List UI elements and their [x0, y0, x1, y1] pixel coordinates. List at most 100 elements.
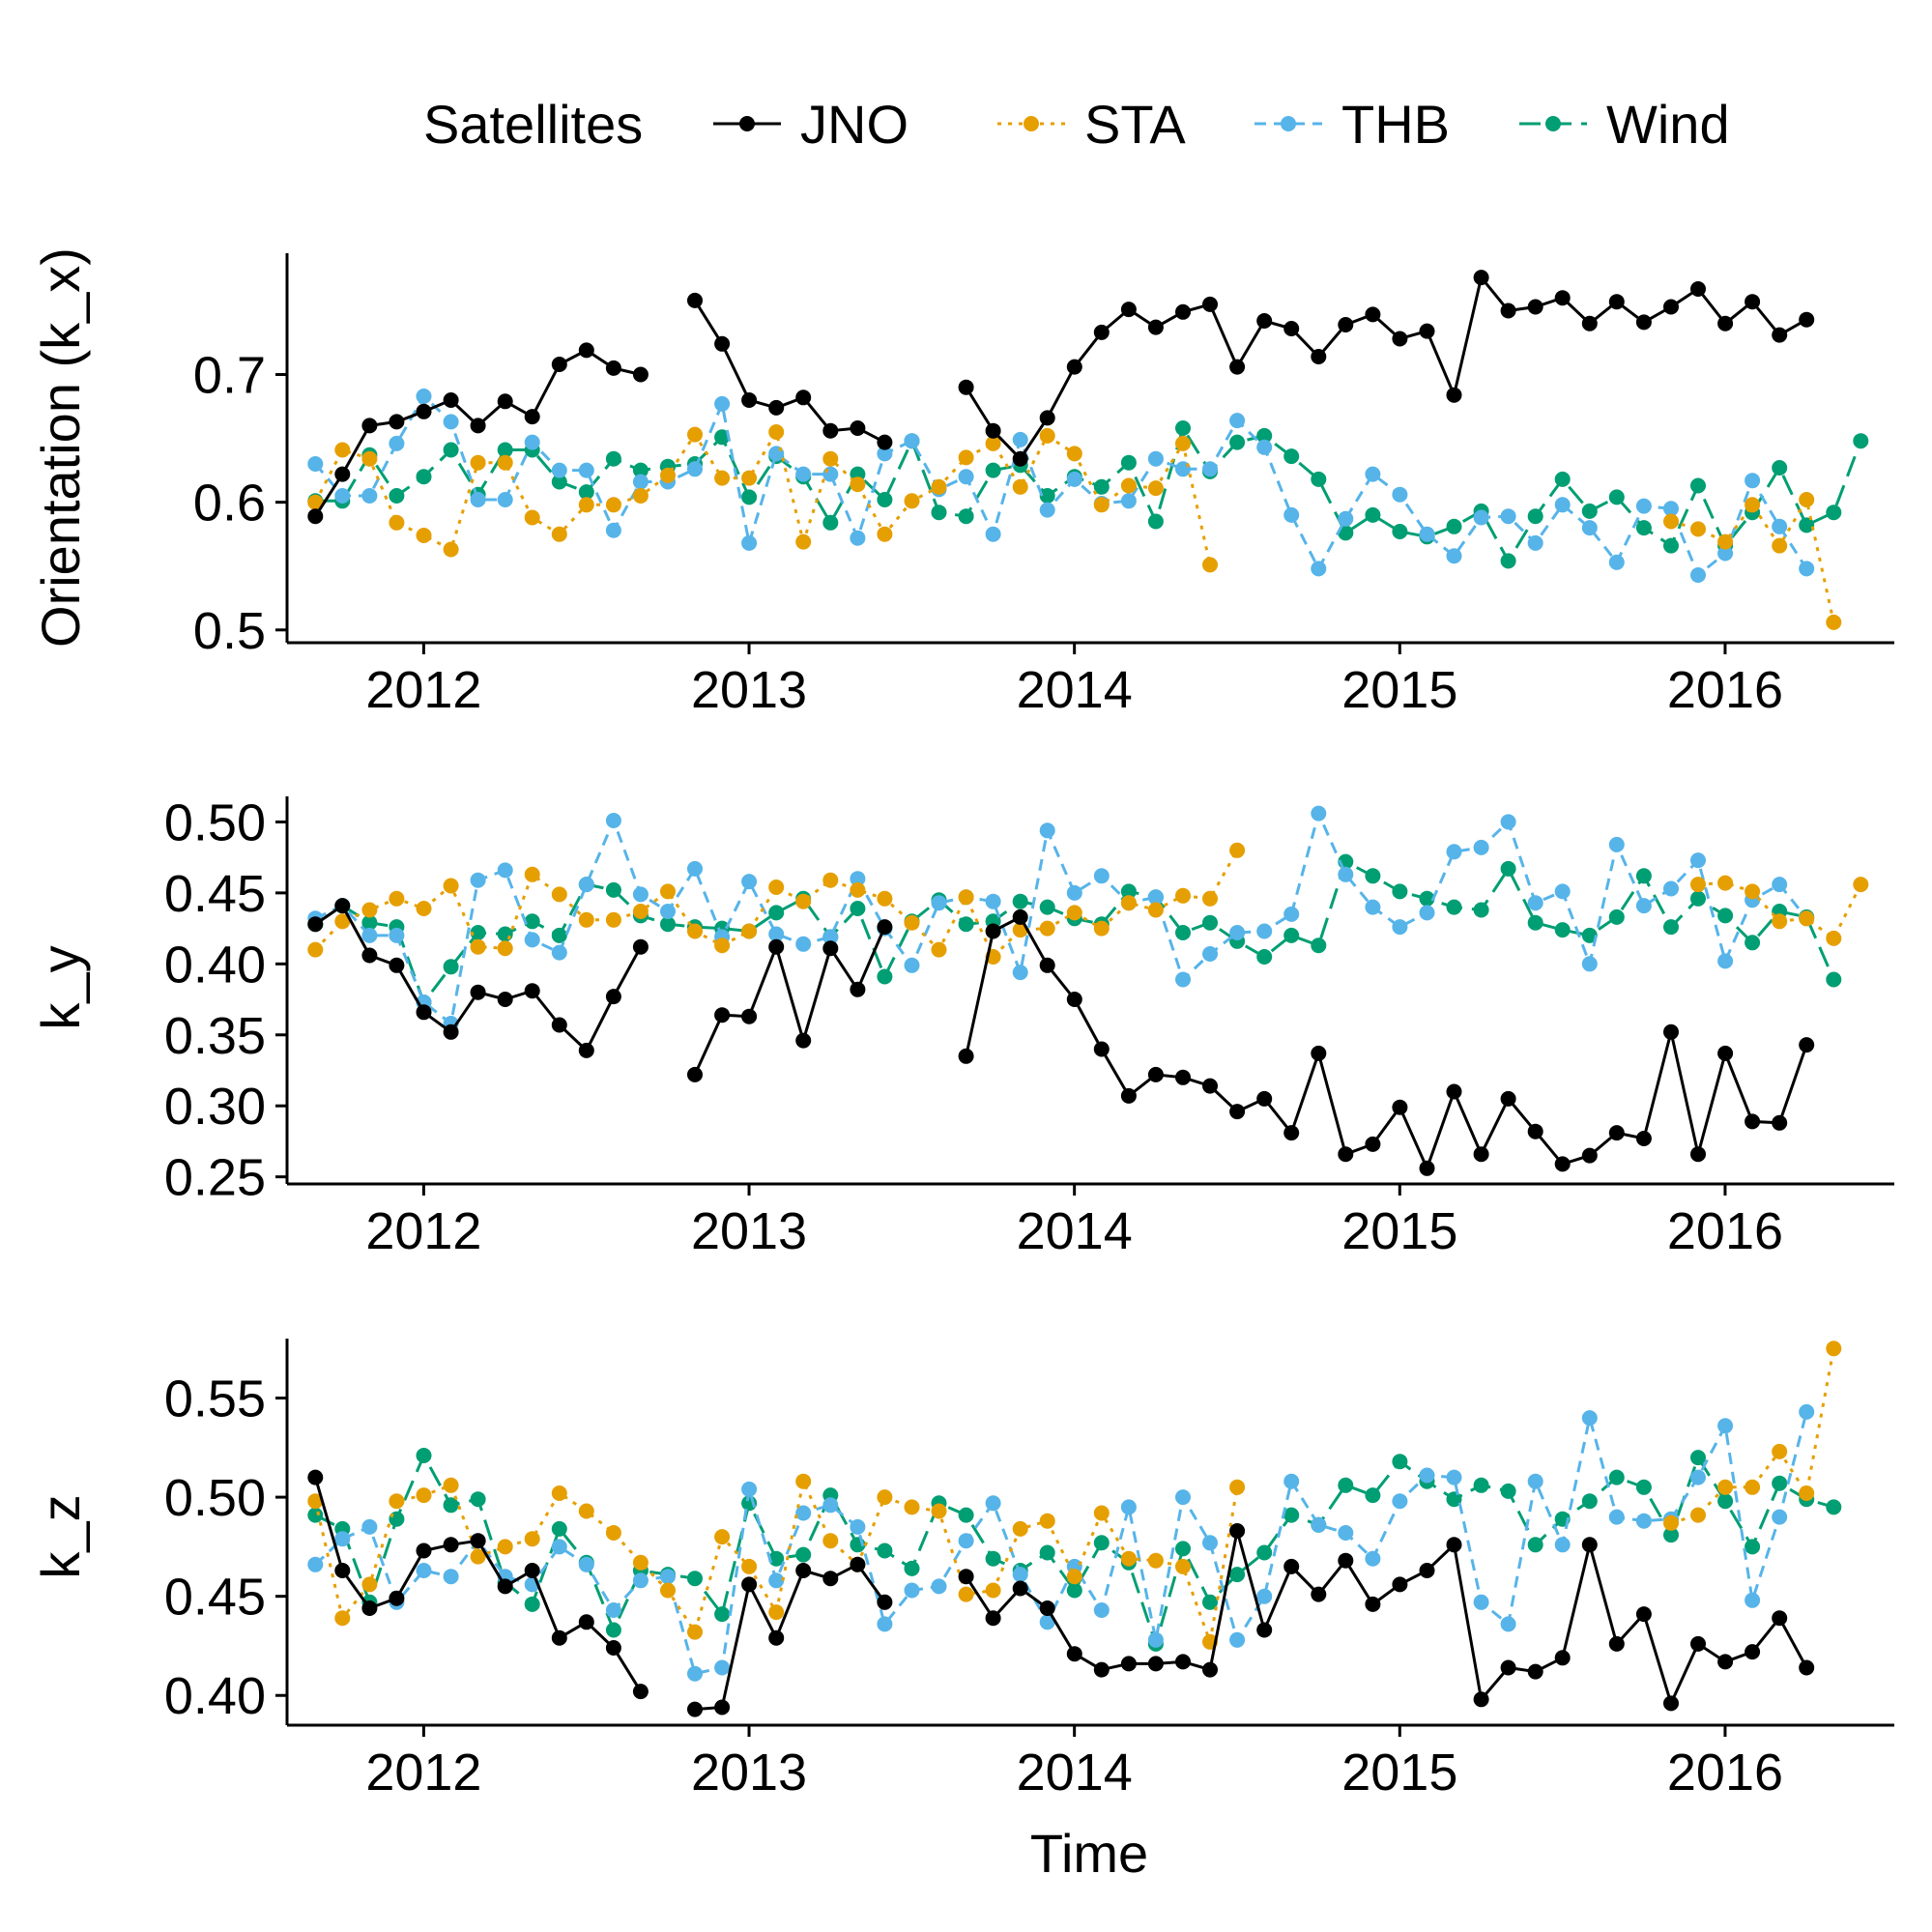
data-point-jno	[497, 393, 513, 410]
data-point-jno	[1066, 992, 1082, 1007]
data-point-sta	[443, 1477, 459, 1493]
data-point-wind	[1608, 1469, 1625, 1485]
y-tick-label: 0.55	[164, 1370, 266, 1428]
data-point-thb	[1066, 471, 1082, 487]
data-point-jno	[416, 403, 432, 419]
data-point-jno	[524, 983, 540, 999]
data-point-sta	[443, 878, 459, 894]
data-point-jno	[1256, 313, 1273, 329]
data-point-sta	[1717, 1479, 1734, 1495]
data-point-wind	[1608, 489, 1625, 505]
legend-item-jno: JNO	[713, 94, 908, 155]
data-point-wind	[497, 442, 513, 458]
data-point-thb	[1365, 1550, 1381, 1567]
data-point-wind	[1419, 890, 1435, 907]
data-point-thb	[1635, 498, 1652, 514]
data-point-thb	[361, 927, 378, 943]
data-point-wind	[551, 927, 567, 943]
data-point-thb	[687, 1665, 703, 1682]
data-point-sta	[497, 940, 513, 957]
data-point-sta	[877, 890, 893, 907]
data-point-thb	[1663, 501, 1679, 517]
data-point-sta	[904, 1499, 920, 1515]
series-jno	[307, 270, 1815, 525]
data-point-wind	[524, 913, 540, 930]
data-point-jno	[1392, 331, 1408, 347]
data-point-jno	[1799, 1037, 1815, 1053]
data-point-thb	[1608, 1509, 1625, 1525]
data-point-jno	[958, 1048, 974, 1064]
data-point-jno	[1039, 410, 1055, 426]
data-point-wind	[877, 492, 893, 507]
data-point-thb	[1338, 866, 1354, 882]
data-point-thb	[1012, 965, 1028, 981]
data-point-thb	[605, 522, 621, 538]
data-point-wind	[1311, 471, 1327, 487]
data-point-wind	[1392, 524, 1408, 539]
legend: Satellites JNO STA THB Wind	[423, 94, 1730, 155]
data-point-sta	[1066, 1569, 1082, 1585]
data-point-jno	[1256, 1090, 1273, 1107]
data-point-jno	[1581, 315, 1598, 332]
data-point-sta	[768, 879, 785, 895]
x-tick-label: 2016	[1667, 661, 1783, 719]
data-point-sta	[551, 1485, 567, 1501]
data-point-sta	[307, 941, 324, 958]
data-point-thb	[958, 1533, 974, 1549]
data-point-sta	[632, 1554, 649, 1571]
data-point-jno	[822, 422, 839, 439]
data-point-thb	[1066, 884, 1082, 901]
data-point-wind	[877, 968, 893, 985]
data-point-wind	[605, 1622, 621, 1638]
data-point-sta	[1690, 1507, 1706, 1523]
data-point-sta	[1175, 887, 1191, 904]
data-point-sta	[1147, 902, 1164, 918]
data-point-thb	[1256, 923, 1273, 939]
data-point-jno	[1012, 1580, 1028, 1597]
y-tick-label: 0.40	[164, 1667, 266, 1725]
data-point-jno	[795, 1032, 812, 1049]
data-point-thb	[1202, 461, 1218, 477]
data-point-thb	[551, 462, 567, 478]
data-point-wind	[1039, 899, 1055, 915]
data-point-wind	[1039, 1544, 1055, 1561]
data-point-thb	[551, 1539, 567, 1555]
data-point-thb	[551, 944, 567, 961]
data-point-thb	[1039, 822, 1055, 839]
x-axis-title: Time	[1030, 1823, 1148, 1884]
data-point-jno	[1772, 1610, 1788, 1627]
data-point-sta	[389, 514, 405, 531]
data-point-sta	[334, 913, 351, 930]
x-tick-label: 2015	[1341, 1744, 1457, 1802]
data-point-wind	[714, 1606, 731, 1623]
data-point-thb	[416, 389, 432, 404]
data-point-wind	[1120, 454, 1137, 471]
data-point-thb	[1745, 1592, 1761, 1608]
data-point-sta	[795, 533, 812, 550]
data-point-jno	[1446, 1537, 1462, 1553]
data-point-thb	[795, 1505, 812, 1521]
data-point-sta	[1826, 1341, 1842, 1357]
data-point-thb	[1419, 526, 1435, 542]
data-point-sta	[660, 1582, 676, 1599]
data-point-thb	[389, 435, 405, 451]
data-point-wind	[1663, 1527, 1679, 1543]
data-point-sta	[877, 1489, 893, 1506]
data-point-sta	[1039, 427, 1055, 444]
legend-item-sta: STA	[997, 94, 1186, 155]
data-point-jno	[605, 989, 621, 1005]
data-point-sta	[877, 526, 893, 542]
data-point-thb	[1012, 431, 1028, 447]
data-point-thb	[632, 886, 649, 903]
data-point-jno	[578, 1042, 594, 1058]
data-point-wind	[877, 1543, 893, 1559]
data-point-sta	[931, 941, 947, 958]
data-point-thb	[1311, 561, 1327, 577]
data-point-sta	[389, 1493, 405, 1510]
data-point-jno	[795, 389, 812, 406]
data-point-sta	[524, 509, 540, 526]
data-point-jno	[1066, 359, 1082, 375]
data-point-wind	[1283, 1507, 1300, 1523]
data-point-thb	[1392, 486, 1408, 503]
data-point-thb	[904, 1582, 920, 1599]
